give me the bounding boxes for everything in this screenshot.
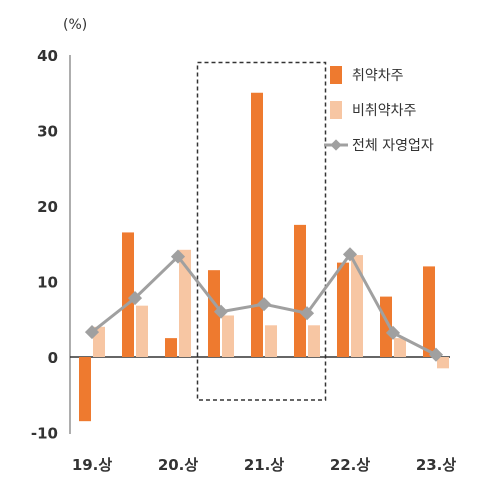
y-tick-label: -10	[31, 425, 58, 443]
y-tick-label: 10	[37, 274, 58, 292]
y-tick-labels: 40 30 20 10 0 -10	[31, 47, 58, 443]
line-series	[84, 247, 444, 362]
line-point	[84, 325, 100, 340]
bar-non-vulnerable	[351, 255, 363, 357]
y-tick-label: 30	[37, 123, 58, 141]
bar-non-vulnerable	[222, 315, 234, 357]
line-point	[342, 247, 358, 262]
x-tick-label: 21.상	[244, 456, 285, 474]
y-tick-label: 20	[37, 198, 58, 216]
legend-swatch	[330, 101, 342, 119]
bar-vulnerable	[122, 232, 134, 357]
legend-label: 비취약차주	[352, 103, 417, 119]
line-point	[256, 297, 272, 312]
bar-vulnerable	[251, 92, 263, 357]
highlight-box	[196, 61, 327, 401]
y-tick-label: 40	[37, 47, 58, 65]
bar-non-vulnerable	[308, 325, 320, 357]
bar-marks	[79, 92, 449, 422]
legend-marker	[330, 139, 342, 151]
x-tick-label: 22.상	[330, 456, 371, 474]
bar-vulnerable	[423, 266, 435, 357]
y-unit-label: (%)	[63, 17, 87, 33]
legend-label: 취약차주	[352, 68, 404, 84]
line-point	[385, 325, 401, 340]
x-tick-label: 19.상	[72, 456, 113, 474]
legend-swatch	[330, 66, 342, 84]
line-point	[213, 304, 229, 319]
bar-vulnerable	[337, 262, 349, 357]
bar-non-vulnerable	[136, 305, 148, 357]
legend-label: 전체 자영업자	[352, 138, 434, 154]
x-tick-labels: 19.상 20.상 21.상 22.상 23.상	[72, 456, 457, 474]
bar-non-vulnerable	[394, 338, 406, 357]
bar-non-vulnerable	[265, 325, 277, 357]
bar-vulnerable	[208, 270, 220, 357]
y-tick-label: 0	[48, 349, 58, 367]
bar-non-vulnerable	[179, 249, 191, 357]
bar-non-vulnerable	[437, 357, 449, 369]
line-point	[299, 306, 315, 321]
line-point	[127, 291, 143, 306]
x-tick-label: 23.상	[416, 456, 457, 474]
bar-vulnerable	[294, 224, 306, 357]
bar-vulnerable	[165, 338, 177, 357]
bar-vulnerable	[79, 357, 91, 422]
line-point	[428, 347, 444, 362]
line-point	[170, 249, 186, 264]
x-tick-label: 20.상	[158, 456, 199, 474]
